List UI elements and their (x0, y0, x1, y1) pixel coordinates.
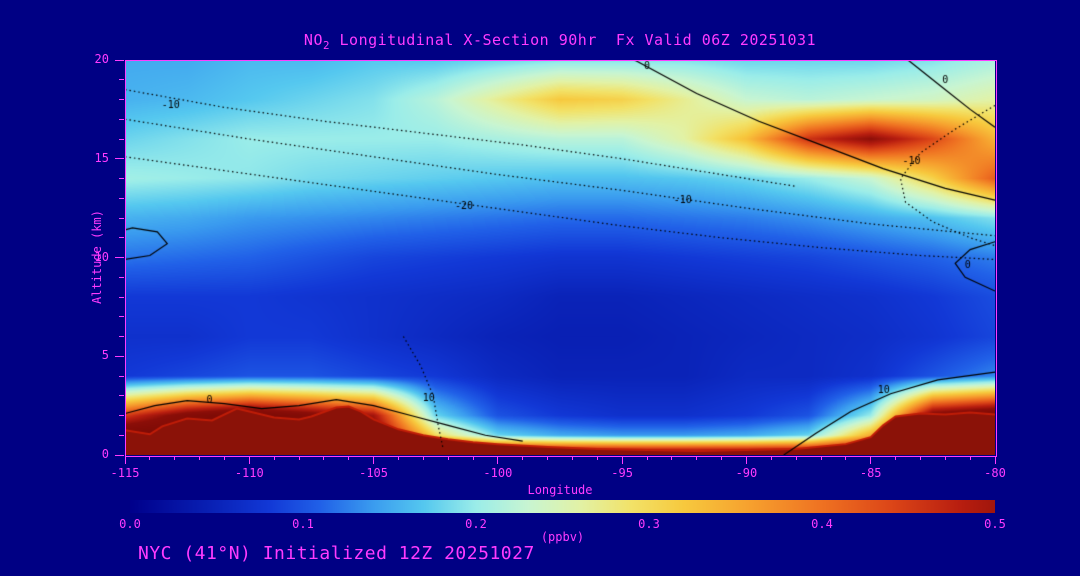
chart-title-no2: NO (303, 31, 323, 49)
x-tick-mark (522, 456, 524, 460)
x-tick-mark (447, 456, 449, 460)
x-tick-mark (795, 456, 797, 460)
y-tick-mark (119, 276, 124, 278)
x-tick-mark (969, 456, 971, 460)
x-tick-mark (472, 456, 474, 460)
run-info: NYC (41°N) Initialized 12Z 20251027 (138, 543, 535, 564)
y-tick-mark (119, 336, 124, 337)
x-tick-label: -95 (611, 466, 633, 480)
y-tick-mark (115, 257, 124, 258)
y-tick-mark (119, 395, 124, 397)
x-tick-mark (895, 456, 897, 460)
y-tick-mark (119, 118, 124, 120)
x-tick-mark (422, 456, 424, 460)
x-tick-mark (174, 456, 176, 460)
y-tick-label: 20 (94, 52, 109, 66)
y-tick-mark (115, 59, 124, 61)
chart-title-subscript: 2 (322, 39, 330, 52)
x-tick-mark (596, 456, 598, 460)
x-tick-label: -100 (483, 466, 513, 480)
y-tick-mark (119, 434, 124, 436)
x-tick-mark (646, 456, 648, 460)
colorbar-tick-label: 0.5 (984, 517, 1006, 531)
x-tick-label: -90 (735, 466, 758, 480)
y-tick-label: 10 (94, 249, 109, 264)
x-tick-mark (248, 456, 250, 464)
x-axis-title: Longitude (527, 483, 593, 497)
x-tick-mark (323, 456, 325, 460)
y-tick-mark (119, 375, 124, 377)
y-tick-mark (119, 178, 124, 179)
chart-title-rest: Longitudinal X-Section 90hr Fx Valid 06Z… (330, 31, 817, 49)
x-tick-mark (571, 456, 573, 460)
x-tick-label: -80 (984, 466, 1006, 480)
colorbar-units: (ppbv) (540, 530, 585, 544)
x-tick-mark (124, 456, 126, 464)
x-tick-mark (547, 456, 549, 460)
colorbar-tick-label: 0.0 (119, 517, 141, 531)
x-tick-mark (373, 456, 375, 464)
x-tick-mark (298, 456, 300, 460)
y-tick-mark (119, 79, 124, 81)
x-tick-mark (919, 456, 921, 460)
x-tick-label: -110 (234, 466, 264, 480)
x-tick-mark (397, 456, 399, 460)
x-tick-mark (820, 456, 822, 460)
colorbar-tick-label: 0.2 (465, 517, 487, 531)
colorbar-tick-label: 0.4 (811, 517, 833, 531)
y-tick-label: 0 (101, 447, 109, 461)
y-tick-mark (119, 138, 124, 140)
x-tick-mark (745, 456, 747, 464)
x-tick-mark (348, 456, 350, 460)
x-tick-mark (621, 456, 623, 464)
x-tick-mark (994, 456, 996, 464)
y-tick-mark (115, 355, 124, 357)
y-tick-mark (119, 415, 124, 416)
y-tick-mark (119, 197, 124, 199)
x-tick-mark (696, 456, 698, 460)
y-tick-mark (119, 316, 124, 318)
x-tick-mark (721, 456, 723, 460)
y-tick-mark (119, 217, 124, 219)
x-tick-mark (497, 456, 499, 464)
y-tick-mark (119, 296, 124, 298)
y-tick-mark (119, 237, 124, 239)
y-tick-label: 5 (101, 348, 109, 363)
x-tick-label: -85 (859, 466, 882, 480)
x-tick-mark (273, 456, 275, 460)
x-tick-label: -115 (110, 466, 140, 480)
x-tick-mark (870, 456, 872, 464)
x-tick-mark (944, 456, 946, 460)
x-tick-label: -105 (359, 466, 389, 480)
contour-plot (125, 60, 995, 455)
x-tick-mark (149, 456, 151, 460)
colorbar (130, 500, 995, 513)
colorbar-tick-label: 0.1 (292, 517, 314, 531)
x-tick-mark (671, 456, 673, 460)
x-tick-mark (845, 456, 847, 460)
x-tick-mark (199, 456, 201, 460)
y-tick-mark (115, 158, 124, 160)
y-tick-label: 15 (94, 150, 109, 165)
x-tick-mark (223, 456, 225, 460)
colorbar-tick-label: 0.3 (638, 517, 660, 531)
y-tick-mark (115, 454, 124, 456)
chart-title: NO2 Longitudinal X-Section 90hr Fx Valid… (125, 31, 995, 52)
x-tick-mark (770, 456, 772, 460)
y-tick-mark (119, 99, 124, 100)
